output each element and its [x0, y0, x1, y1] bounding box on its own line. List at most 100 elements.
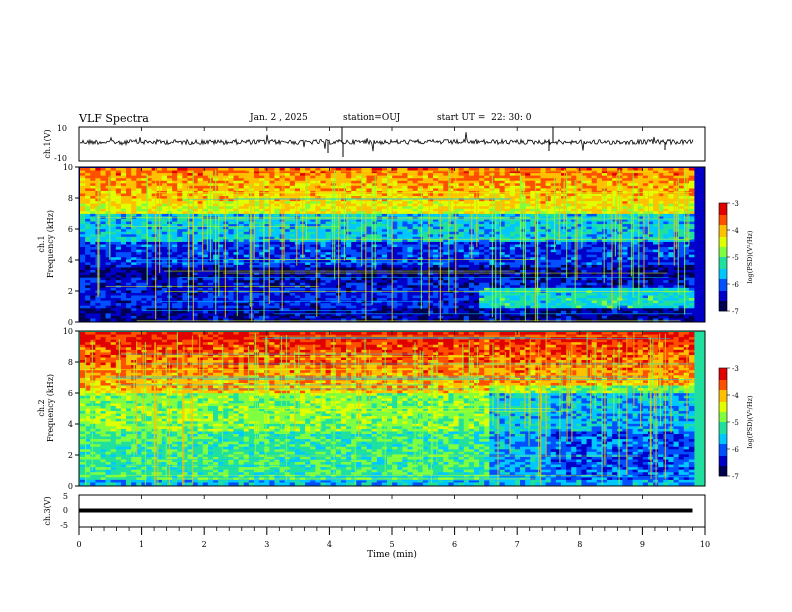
spectrogram-cell [499, 168, 506, 171]
spectrogram-cell [228, 264, 234, 268]
spectrogram-cell [366, 188, 373, 192]
spectrogram-cell [141, 254, 147, 258]
spectrogram-cell [80, 208, 86, 212]
spectrogram-cell [218, 175, 224, 179]
spectrogram-cell [494, 185, 500, 189]
spectrogram-cell [187, 211, 193, 215]
spectrogram-cell [642, 229, 649, 233]
spectrogram-cell [627, 183, 633, 187]
spectrogram-cell [586, 211, 593, 215]
spectrogram-cell [294, 168, 301, 171]
spectrogram-cell [131, 175, 137, 179]
spectrogram-cell [366, 267, 373, 271]
spectrogram-cell [315, 241, 321, 245]
spectrogram-cell [448, 262, 454, 266]
spectrogram-cell [566, 198, 572, 202]
spectrogram-cell [622, 206, 628, 210]
spectrogram-cell [366, 206, 373, 210]
spectrogram-cell [555, 234, 562, 238]
spectrogram-cell [586, 180, 593, 184]
spectrogram-cell [351, 257, 357, 261]
spectrogram-cell [294, 257, 301, 261]
spectrogram-cell [545, 236, 552, 240]
spectrogram-cell [166, 168, 173, 171]
spectrogram-cell [530, 201, 536, 205]
spectrogram-cell [259, 196, 265, 199]
spectrogram-cell [535, 229, 541, 233]
spectrogram-cell [340, 175, 347, 179]
spectrogram-cell [381, 178, 388, 182]
spectrogram-cell [376, 224, 383, 228]
spectrogram-cell [177, 231, 183, 235]
spectrogram-cell [166, 175, 173, 179]
spectrogram-cell [259, 236, 265, 240]
spectrogram-cell [325, 188, 332, 192]
spectrogram-cell [458, 267, 465, 271]
spectrogram-cell [126, 231, 132, 235]
spectrogram-cell [85, 226, 91, 230]
spectrogram-cell [289, 247, 296, 250]
spectrogram-cell [433, 226, 439, 230]
spectrogram-cell [115, 272, 122, 276]
spectrogram-cell [197, 252, 204, 256]
spectrogram-cell [479, 208, 485, 212]
spectrogram-cell [126, 208, 132, 212]
spectrogram-cell [607, 239, 613, 243]
spectrogram-cell [90, 234, 96, 238]
spectrogram-cell [310, 193, 316, 197]
spectrogram-cell [223, 221, 229, 225]
spectrogram-cell [361, 244, 367, 248]
spectrogram-cell [443, 168, 449, 171]
spectrogram-cell [566, 211, 572, 215]
spectrogram-cell [560, 249, 567, 253]
spectrogram-cell [305, 198, 311, 202]
spectrogram-cell [351, 259, 357, 263]
spectrogram-cell [617, 239, 623, 243]
spectrogram-cell [637, 203, 644, 207]
spectrogram-cell [233, 213, 240, 217]
spectrogram-cell [366, 178, 373, 182]
spectrogram-cell [663, 170, 669, 174]
spectrogram-cell [151, 201, 158, 205]
spectrogram-cell [284, 249, 291, 253]
spectrogram-cell [346, 254, 352, 258]
spectrogram-cell [294, 244, 301, 248]
spectrogram-cell [422, 188, 429, 192]
spectrogram-cell [243, 183, 250, 187]
spectrogram-cell [637, 254, 644, 258]
spectrogram-cell [269, 188, 275, 192]
spectrogram-cell [305, 224, 311, 228]
spectrogram-cell [223, 224, 229, 228]
spectrogram-cell [387, 267, 393, 271]
spectrogram-cell [387, 226, 393, 230]
spectrogram-cell [223, 170, 229, 174]
spectrogram-cell [658, 239, 664, 243]
spectrogram-cell [433, 168, 439, 171]
spectrogram-cell [110, 206, 117, 210]
spectrogram-cell [284, 170, 291, 174]
spectrogram-cell [509, 241, 516, 245]
spectrogram-cell [126, 168, 132, 171]
spectrogram-cell [514, 249, 521, 253]
spectrogram-cell [284, 196, 291, 199]
spectrogram-cell [161, 221, 168, 225]
spectrogram-cell [663, 206, 669, 210]
spectrogram-cell [402, 236, 408, 240]
spectrogram-cell [443, 267, 449, 271]
spectrogram-cell [637, 196, 644, 199]
spectrogram-cell [126, 213, 132, 217]
spectrogram-cell [351, 213, 357, 217]
spectrogram-cell [530, 267, 536, 271]
spectrogram-cell [688, 231, 695, 235]
spectrogram-cell [673, 270, 680, 273]
spectrogram-cell [509, 259, 516, 263]
spectrogram-cell [172, 249, 178, 253]
spectrogram-cell [392, 249, 398, 253]
spectrogram-cell [443, 249, 449, 253]
spectrogram-cell [443, 234, 449, 238]
spectrogram-cell [622, 254, 628, 258]
spectrogram-cell [479, 231, 485, 235]
spectrogram-cell [274, 272, 280, 276]
spectrogram-cell [622, 188, 628, 192]
spectrogram-cell [151, 239, 158, 243]
